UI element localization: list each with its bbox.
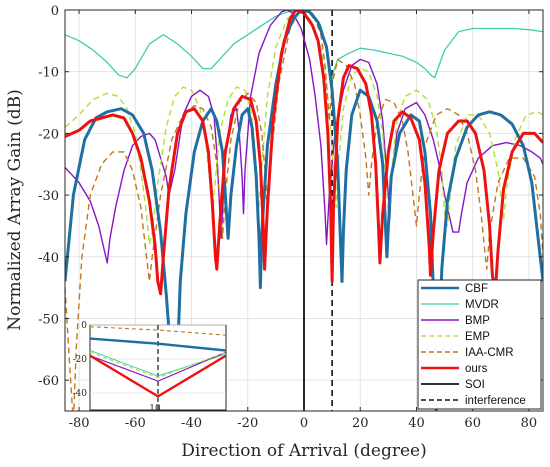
inset-series [90, 325, 226, 410]
inset-y-tick-label: -20 [73, 355, 88, 365]
inset-line-cbf [90, 337, 226, 352]
x-tick-label: 0 [300, 416, 308, 431]
inset-line-ours [90, 354, 226, 398]
x-tick-label: 80 [521, 416, 538, 431]
x-tick-label: -40 [181, 416, 202, 431]
inset-line-iaa-cmr [90, 326, 226, 336]
y-tick-label: -50 [38, 312, 59, 327]
x-tick-label: 60 [464, 416, 481, 431]
inset-y-tick-label: -40 [73, 389, 88, 399]
x-tick-label: 40 [408, 416, 425, 431]
inset-x-tick-label: 10 [149, 404, 161, 414]
inset-line-bmp [90, 351, 226, 382]
x-axis-label: Direction of Arrival (degree) [181, 441, 426, 461]
tick-labels: -80 -60 -40 -20 0 20 40 60 80 0 -10 -20 -30 -40 -50 -60 [38, 4, 543, 431]
inset-y-tick-label: 0 [81, 321, 87, 331]
x-tick-label: -20 [237, 416, 258, 431]
inset-ticks: 0 -20 -40 10 [73, 321, 161, 414]
legend-label-soi: SOI [465, 379, 485, 391]
legend-box [417, 279, 542, 410]
y-tick-label: 0 [51, 4, 59, 19]
x-tick-label: 20 [352, 416, 369, 431]
y-tick-label: -40 [38, 251, 59, 266]
y-tick-label: -30 [38, 189, 59, 204]
legend-label-emp: EMP [465, 331, 490, 343]
legend-label-cbf: CBF [465, 283, 488, 295]
legend-label-ours: ours [465, 363, 488, 375]
y-tick-label: -60 [38, 374, 59, 389]
legend-label-interference: interference [465, 395, 526, 407]
inset-line-emp [90, 351, 226, 379]
inset-plot: 0 -20 -40 10 [73, 321, 227, 414]
x-tick-label: -80 [69, 416, 90, 431]
legend-label-mvdr: MVDR [465, 299, 499, 311]
y-tick-label: -10 [38, 66, 59, 81]
legend: CBF MVDR BMP EMP IAA-CMR ours SOI interference [417, 279, 542, 410]
y-axis-label: Normalized Array Gain (dB) [5, 89, 25, 331]
legend-label-iaa-cmr: IAA-CMR [465, 347, 514, 359]
legend-label-bmp: BMP [465, 315, 490, 327]
series-line-ours [65, 10, 543, 296]
x-tick-label: -60 [125, 416, 146, 431]
y-tick-label: -20 [38, 127, 59, 142]
